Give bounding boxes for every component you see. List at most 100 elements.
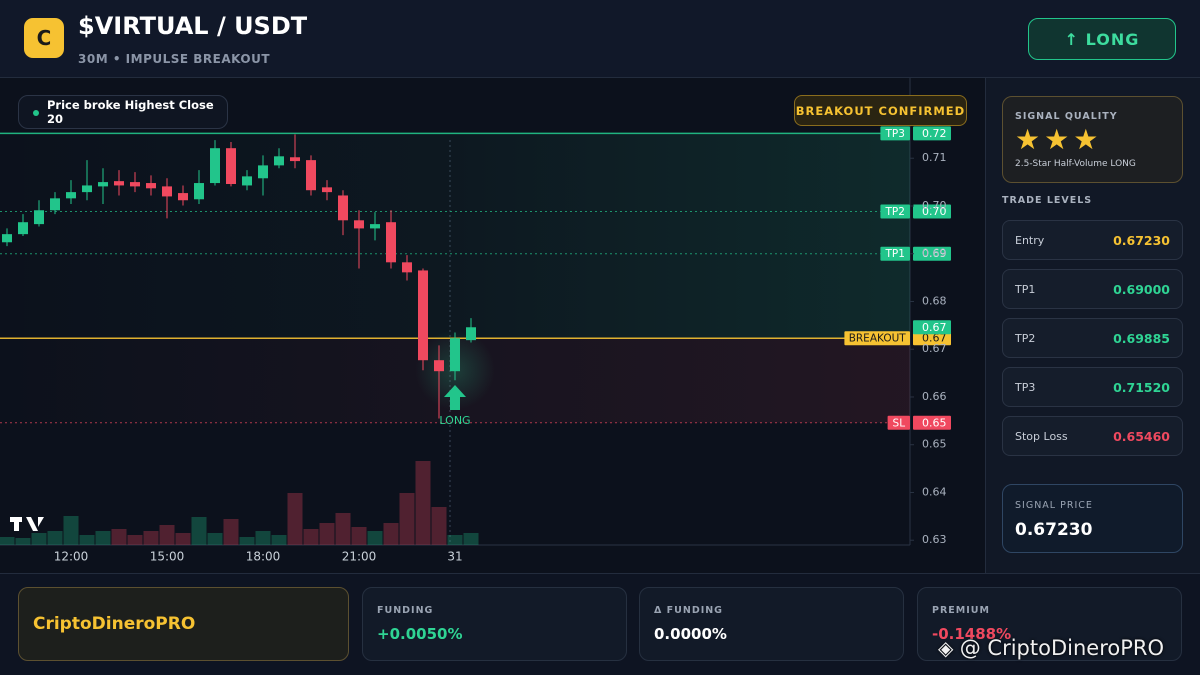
delta-funding-card: Δ FUNDING 0.0000% xyxy=(639,587,904,661)
candle-body xyxy=(2,234,12,243)
volume-bar xyxy=(95,531,111,545)
candle-body xyxy=(146,183,156,189)
funding-card: FUNDING +0.0050% xyxy=(362,587,627,661)
candle-body xyxy=(66,192,76,199)
volume-bar xyxy=(367,531,383,545)
volume-bar xyxy=(351,527,367,545)
candle-body xyxy=(386,222,396,263)
volume-bar xyxy=(223,519,239,545)
level-price: 0.65 xyxy=(922,416,947,429)
level-name: TP2 xyxy=(884,206,904,218)
level-value: 0.69885 xyxy=(1113,330,1170,346)
last-price-badge xyxy=(913,320,951,335)
status-badge: BREAKOUT CONFIRMED xyxy=(794,95,967,126)
candle-body xyxy=(274,156,284,166)
candle-body xyxy=(434,360,444,372)
level-row: TP3 0.71520 xyxy=(1002,367,1183,407)
volume-bar xyxy=(63,516,79,545)
level-name-badge xyxy=(880,246,910,261)
last-price: 0.67 xyxy=(922,321,947,334)
signal-price-title: SIGNAL PRICE xyxy=(1015,500,1093,511)
level-price-badge xyxy=(913,415,951,430)
volume-bar xyxy=(15,538,31,545)
level-value: 0.67230 xyxy=(1113,232,1170,248)
level-label: TP3 xyxy=(1015,380,1036,394)
volume-bar xyxy=(175,533,191,545)
candle-body xyxy=(322,187,332,193)
volume-bar xyxy=(255,531,271,545)
title: $VIRTUAL / USDT xyxy=(78,12,308,40)
volume-bar xyxy=(79,535,95,545)
level-row: Entry 0.67230 xyxy=(1002,220,1183,260)
level-name: TP1 xyxy=(884,248,904,260)
profit-zone xyxy=(0,133,910,339)
volume-bar xyxy=(0,537,15,545)
level-label: TP1 xyxy=(1015,282,1036,296)
level-name: BREAKOUT xyxy=(849,333,907,345)
volume-bar xyxy=(239,537,255,545)
signal-price: SIGNAL PRICE 0.67230 xyxy=(1002,484,1183,553)
level-row: TP2 0.69885 xyxy=(1002,318,1183,358)
y-tick-label: 0.67 xyxy=(922,342,947,355)
y-tick-label: 0.66 xyxy=(922,390,947,403)
signal-quality: SIGNAL QUALITY ★★★ 2.5-Star Half-Volume … xyxy=(1002,96,1183,183)
watermark: @ CriptoDineroPRO xyxy=(938,636,1164,660)
volume-bar xyxy=(143,531,159,545)
level-price: 0.70 xyxy=(922,205,947,218)
candle-body xyxy=(178,193,188,201)
card-title: Δ FUNDING xyxy=(654,605,723,616)
y-tick-label: 0.63 xyxy=(922,533,947,546)
signal-price-value: 0.67230 xyxy=(1015,520,1093,540)
level-name: TP3 xyxy=(884,128,904,140)
level-price-badge xyxy=(913,126,951,141)
level-price: 0.69 xyxy=(922,247,947,260)
volume-bar xyxy=(431,507,447,545)
level-price-badge xyxy=(913,204,951,219)
volume-bar xyxy=(415,461,431,545)
candle-body xyxy=(18,222,28,235)
candle-body xyxy=(98,182,108,187)
volume-bar xyxy=(463,533,479,545)
stars: ★★★ xyxy=(1015,123,1103,156)
level-price: 0.67 xyxy=(922,332,947,345)
candle-body xyxy=(194,183,204,200)
level-name-badge xyxy=(880,204,910,219)
x-tick-label: 31 xyxy=(447,550,462,564)
header-bar xyxy=(0,0,1200,78)
level-value: 0.71520 xyxy=(1113,379,1170,395)
candle-body xyxy=(82,185,92,193)
level-label: Stop Loss xyxy=(1015,429,1068,443)
level-label: Entry xyxy=(1015,233,1045,247)
candle-body xyxy=(418,270,428,361)
annotation: Price broke Highest Close 20 xyxy=(18,95,228,129)
card-value: +0.0050% xyxy=(377,625,463,643)
level-price: 0.72 xyxy=(922,127,947,140)
candle-body xyxy=(466,327,476,341)
y-tick-label: 0.70 xyxy=(922,199,947,212)
volume-bar xyxy=(47,531,63,545)
level-name: SL xyxy=(893,417,906,429)
level-name-badge xyxy=(844,331,910,346)
level-price-badge xyxy=(913,331,951,346)
level-value: 0.65460 xyxy=(1113,428,1170,444)
candle-body xyxy=(130,182,140,187)
level-name-badge xyxy=(887,415,910,430)
x-tick-label: 18:00 xyxy=(246,550,281,564)
candle-body xyxy=(402,262,412,273)
y-tick-label: 0.68 xyxy=(922,294,947,307)
y-tick-label: 0.65 xyxy=(922,438,947,451)
level-name-badge xyxy=(880,126,910,141)
volume-bar xyxy=(159,525,175,545)
logo: C xyxy=(24,18,64,58)
card-title: PREMIUM xyxy=(932,605,990,616)
y-tick-label: 0.64 xyxy=(922,485,947,498)
level-label: TP2 xyxy=(1015,331,1036,345)
long-button[interactable]: ↑ LONG xyxy=(1028,18,1176,60)
long-arrow xyxy=(444,385,466,410)
candle-body xyxy=(162,186,172,197)
volume-bar xyxy=(447,535,463,545)
y-tick-label: 0.69 xyxy=(922,247,947,260)
level-row: Stop Loss 0.65460 xyxy=(1002,416,1183,456)
